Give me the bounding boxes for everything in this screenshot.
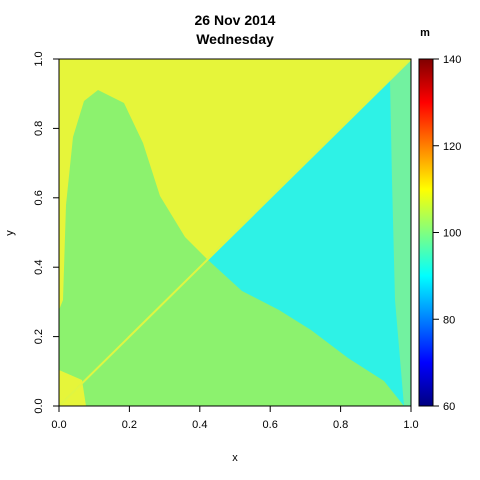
y-tick-label: 0.0 (33, 398, 45, 413)
colorbar-tick-label: 80 (443, 314, 455, 326)
y-tick-label: 0.8 (33, 121, 45, 136)
colorbar (418, 58, 434, 407)
x-axis: 0.0 0.2 0.4 0.6 0.8 1.0 (51, 406, 419, 431)
chart-subtitle: Wednesday (196, 31, 274, 47)
x-axis-label: x (232, 452, 238, 464)
x-tick-label: 0.0 (51, 419, 66, 431)
region-lower-left-corner (59, 370, 86, 406)
colorbar-tick-label: 60 (443, 401, 455, 413)
colorbar-tick-label: 100 (443, 228, 461, 240)
y-axis: 0.0 0.2 0.4 0.6 0.8 1.0 (33, 51, 59, 414)
colorbar-unit-label: m (420, 27, 430, 39)
x-tick-label: 0.4 (192, 419, 207, 431)
plot-frame (58, 58, 412, 407)
y-tick-label: 1.0 (33, 51, 45, 66)
colorbar-ticks: 60 80 100 120 140 (433, 54, 461, 413)
region-diagonal-line (59, 59, 411, 406)
x-tick-label: 0.2 (122, 419, 137, 431)
colorbar-tick-label: 120 (443, 141, 461, 153)
region-right-edge-band (390, 59, 411, 406)
chart-title: 26 Nov 2014 (195, 12, 276, 28)
y-axis-label: y (4, 230, 16, 236)
y-tick-label: 0.4 (33, 260, 45, 275)
x-tick-label: 1.0 (403, 419, 418, 431)
region-upper-left-triangle (59, 59, 411, 310)
region-lower-right-triangle (207, 59, 411, 406)
x-tick-label: 0.6 (263, 419, 278, 431)
plot-area (59, 59, 411, 406)
x-tick-label: 0.8 (333, 419, 348, 431)
colorbar-tick-label: 140 (443, 54, 461, 66)
y-tick-label: 0.6 (33, 190, 45, 205)
y-tick-label: 0.2 (33, 329, 45, 344)
